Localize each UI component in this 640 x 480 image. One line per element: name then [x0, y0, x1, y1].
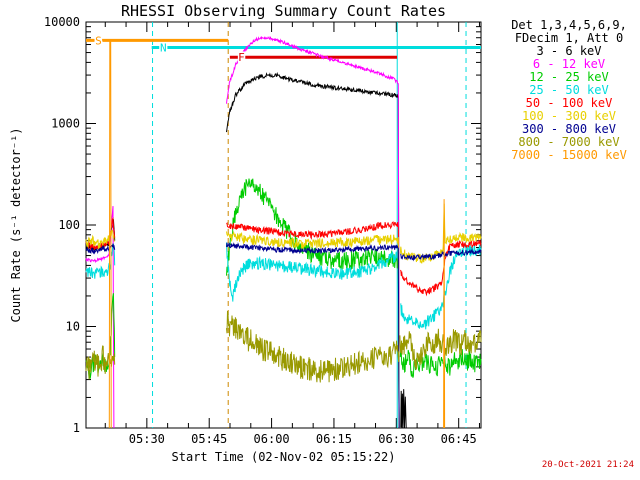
flag-label-S: S [95, 34, 102, 47]
legend-entry: 800 - 7000 keV [518, 135, 620, 149]
series-300-800keV [226, 242, 400, 429]
series-50-100keV [399, 239, 482, 297]
x-axis-label: Start Time (02-Nov-02 05:15:22) [171, 450, 396, 464]
series-3-6keV [400, 389, 407, 429]
chart-title: RHESSI Observing Summary Count Rates [120, 2, 447, 20]
y-tick-label: 100 [58, 218, 80, 232]
legend-entry: 300 - 800 keV [522, 122, 616, 136]
y-tick-label: 1000 [51, 117, 80, 131]
series-12-25keV [85, 293, 116, 379]
x-tick-label: 06:00 [254, 432, 290, 446]
legend-entry: 6 - 12 keV [532, 57, 606, 71]
plot-creation-timestamp: 20-Oct-2021 21:24 [541, 460, 634, 470]
series-3-6keV [226, 71, 400, 429]
series-7000-15000keV [443, 199, 446, 429]
legend-decim-att: FDecim 1, Att 0 [514, 31, 624, 45]
legend-entry: 50 - 100 keV [525, 96, 613, 110]
series-300-800keV [400, 248, 482, 262]
legend-entry: 12 - 25 keV [529, 70, 609, 84]
y-tick-label: 10 [66, 320, 80, 334]
x-tick-label: 05:30 [129, 432, 165, 446]
series-100-300keV [226, 230, 400, 429]
legend: Det 1,3,4,5,6,9, FDecim 1, Att 0 3 - 6 k… [503, 19, 635, 162]
series-25-50keV [226, 242, 400, 429]
series-800-7000keV [399, 328, 482, 370]
x-tick-label: 06:15 [316, 432, 352, 446]
legend-entry: 100 - 300 keV [522, 109, 616, 123]
series-12-25keV [399, 347, 482, 378]
x-tick-label: 06:45 [441, 432, 477, 446]
x-tick-label: 05:45 [191, 432, 227, 446]
flag-label-F: F [238, 51, 245, 64]
legend-entry: 3 - 6 keV [536, 44, 602, 58]
series-7000-15000keV [108, 40, 112, 429]
series-50-100keV [226, 221, 400, 429]
series-800-7000keV [226, 310, 400, 383]
series-6-12keV [226, 35, 400, 429]
legend-entry: 25 - 50 keV [529, 83, 609, 97]
x-tick-label: 06:30 [378, 432, 414, 446]
legend-entry: 7000 - 15000 keV [511, 148, 627, 162]
y-tick-label: 1 [73, 421, 80, 435]
series-800-7000keV [85, 345, 116, 380]
legend-detectors: Det 1,3,4,5,6,9, [511, 18, 627, 32]
flag-label-N: N [160, 42, 167, 55]
series-12-25keV [226, 178, 400, 429]
y-tick-label: 10000 [44, 15, 80, 29]
